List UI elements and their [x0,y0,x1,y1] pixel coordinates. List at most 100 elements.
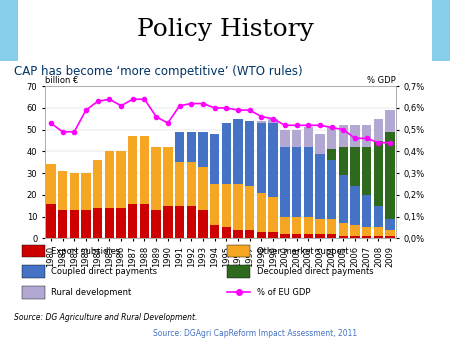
Bar [269,197,278,232]
Bar [304,147,313,217]
Bar [292,147,301,217]
Bar [374,236,383,238]
Bar [304,217,313,234]
Text: Policy History: Policy History [136,18,314,41]
Bar [175,162,184,206]
Bar [245,186,254,230]
Bar [374,227,383,236]
Bar [386,236,395,238]
Bar [351,186,360,225]
Bar [362,125,371,147]
Bar [210,184,219,225]
Bar [105,151,114,208]
Text: CAP has become ‘more competitive’ (WTO rules): CAP has become ‘more competitive’ (WTO r… [14,65,302,78]
Bar [187,132,196,162]
Bar [117,208,126,238]
Bar [386,219,395,230]
Text: Coupled direct payments: Coupled direct payments [51,267,158,276]
Bar [257,193,266,232]
Bar [292,217,301,234]
Bar [339,147,348,175]
Bar [315,219,324,234]
Bar [304,234,313,238]
Bar [339,125,348,147]
Bar [222,227,231,238]
Bar [210,134,219,184]
Bar [386,110,395,132]
Bar [128,203,137,238]
Bar [327,234,336,238]
Bar [210,225,219,238]
Bar [362,227,371,236]
Bar [187,162,196,206]
Bar [198,132,207,167]
Bar [140,136,149,203]
Bar [374,206,383,227]
Bar [245,230,254,238]
Bar [58,171,67,210]
Bar [362,147,371,195]
Bar [105,208,114,238]
Bar [152,210,161,238]
Bar [140,203,149,238]
Bar [280,217,289,234]
Text: Source: DG Agriculture and Rural Development.: Source: DG Agriculture and Rural Develop… [14,313,197,322]
Bar [198,210,207,238]
Bar [327,127,336,149]
Bar [175,206,184,238]
Text: % of EU GDP: % of EU GDP [256,288,310,297]
Bar [234,230,243,238]
Bar [362,195,371,227]
Bar [234,184,243,230]
Bar [269,232,278,238]
Text: % GDP: % GDP [367,76,396,84]
Bar [327,219,336,234]
Bar [93,208,102,238]
FancyBboxPatch shape [22,265,45,278]
Text: Other market support: Other market support [256,246,348,256]
Bar [327,160,336,219]
Bar [245,121,254,186]
Bar [269,123,278,197]
Bar [374,119,383,141]
Text: Export subsidies: Export subsidies [51,246,121,256]
FancyBboxPatch shape [227,245,250,258]
Bar [152,147,161,210]
Bar [128,136,137,203]
Text: Rural development: Rural development [51,288,132,297]
Bar [46,164,55,203]
Bar [257,121,266,123]
Bar [46,203,55,238]
FancyBboxPatch shape [432,0,450,61]
FancyBboxPatch shape [0,0,18,61]
Bar [351,236,360,238]
Bar [222,123,231,184]
Bar [81,173,90,210]
FancyBboxPatch shape [22,245,45,258]
Bar [93,160,102,208]
Bar [187,206,196,238]
Bar [351,125,360,147]
Bar [81,210,90,238]
Text: Decoupled direct payments: Decoupled direct payments [256,267,373,276]
Bar [374,141,383,206]
Bar [70,173,79,210]
Bar [351,225,360,236]
Bar [292,130,301,147]
Bar [339,236,348,238]
Bar [315,153,324,219]
Bar [198,167,207,210]
Bar [257,232,266,238]
Bar [327,149,336,160]
Bar [257,123,266,193]
Bar [315,134,324,153]
Bar [339,175,348,223]
Bar [175,132,184,162]
Bar [280,130,289,147]
Bar [362,236,371,238]
FancyBboxPatch shape [227,265,250,278]
Bar [163,147,172,206]
Bar [386,132,395,219]
Bar [70,210,79,238]
Bar [58,210,67,238]
